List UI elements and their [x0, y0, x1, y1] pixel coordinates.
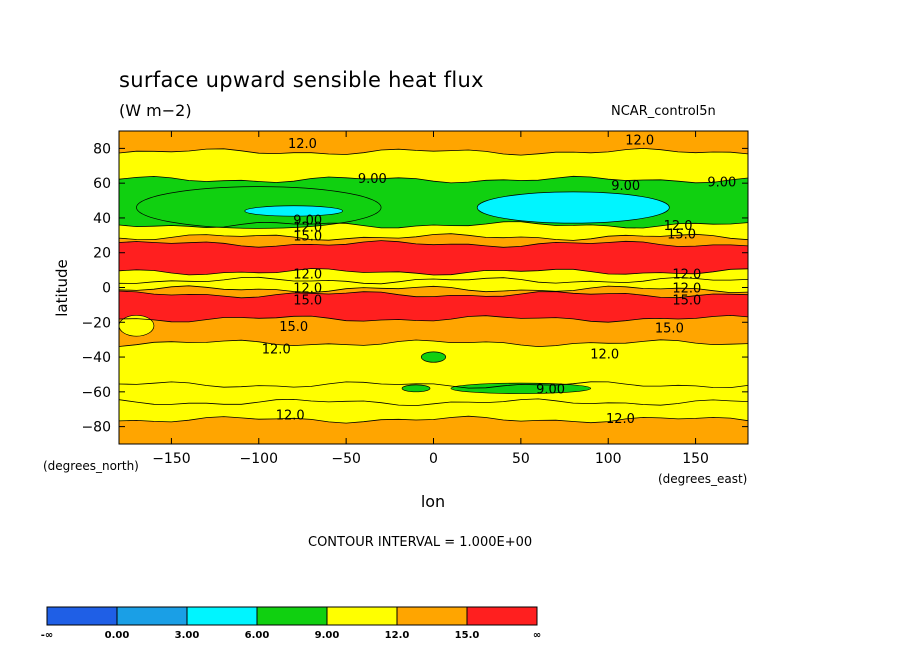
axes: −150 −100 −50 0 50 100 150 80 60 40 20 0 −20 −40 −60 −8… — [81, 130, 749, 467]
contour-line — [119, 240, 748, 248]
contour-line — [119, 285, 748, 294]
y-tick-label: −40 — [81, 350, 111, 366]
plot-region: 12.0 12.09.00 9.00 9.009.0012.015.012.015.0… — [119, 131, 748, 444]
chart-title: surface upward sensible heat flux — [119, 68, 484, 92]
y-tick-label: −20 — [81, 315, 111, 331]
flux-patch — [244, 205, 343, 217]
latitude-band — [119, 148, 748, 183]
x-tick-label: 50 — [512, 451, 530, 467]
contour-line — [119, 398, 748, 407]
flux-patch — [420, 351, 447, 363]
colorbar-swatch — [186, 606, 258, 626]
y-axis-unit: (degrees_north) — [43, 459, 139, 473]
contour-label: 12.0 — [276, 408, 305, 423]
contour-label: 12.0 — [672, 268, 701, 283]
contour-line — [119, 314, 748, 323]
contour-line — [119, 268, 748, 276]
latitude-band — [119, 291, 748, 323]
colorbar-label: -∞ — [41, 630, 53, 641]
contour-line — [119, 381, 748, 389]
contour-line — [119, 339, 748, 348]
contour-label: 9.00 — [536, 382, 565, 397]
colorbar-label: 9.00 — [315, 630, 340, 641]
field-layer: 12.0 12.09.00 9.00 9.009.0012.015.012.015.0… — [119, 131, 748, 444]
contour-label: 9.00 — [707, 175, 736, 190]
x-axis-label: lon — [420, 492, 446, 511]
colorbar-label: ∞ — [533, 630, 541, 641]
contour-label: 12.0 — [293, 268, 322, 283]
x-tick-label: −150 — [152, 451, 190, 467]
contour-label: 9.00 — [293, 214, 322, 229]
latitude-band — [119, 398, 748, 424]
latitude-band — [119, 416, 748, 444]
y-tick-label: 20 — [93, 246, 111, 262]
y-tick-label: −80 — [81, 420, 111, 436]
contour-label: 12.0 — [672, 282, 701, 297]
latitude-band — [119, 285, 748, 298]
contour-line — [119, 415, 748, 424]
dataset-label: NCAR_control5n — [611, 104, 716, 119]
x-tick-label: −50 — [331, 451, 361, 467]
latitude-band — [119, 233, 748, 248]
contour-label: 15.0 — [667, 228, 696, 243]
contour-label: 15.0 — [293, 294, 322, 309]
contour-label: 12.0 — [262, 342, 291, 357]
contour-label: 9.00 — [358, 172, 387, 187]
y-tick-label: −60 — [81, 385, 111, 401]
colorbar: -∞ 0.00 3.00 6.00 9.00 12.0 15.0 ∞ — [41, 606, 541, 641]
latitude-band — [119, 315, 748, 347]
contour-label: 12.0 — [625, 134, 654, 149]
x-tick-label: −100 — [240, 451, 278, 467]
y-tick-label: 0 — [102, 281, 111, 297]
contour-line — [119, 233, 748, 241]
contour-interval-label: CONTOUR INTERVAL = 1.000E+00 — [308, 535, 533, 550]
contour-label: 12.0 — [606, 412, 635, 427]
contour-label: 12.0 — [293, 282, 322, 297]
contour-line — [119, 147, 748, 156]
colorbar-swatch — [46, 606, 118, 626]
colorbar-swatch — [466, 606, 538, 626]
y-tick-label: 80 — [93, 141, 111, 157]
y-tick-label: 60 — [93, 176, 111, 192]
contour-label: 12.0 — [664, 219, 693, 234]
colorbar-label: 6.00 — [245, 630, 270, 641]
colorbar-swatch — [396, 606, 468, 626]
colorbar-label: 0.00 — [105, 630, 130, 641]
latitude-band — [119, 240, 748, 275]
contour-label: 9.00 — [611, 179, 640, 194]
units-label: (W m−2) — [119, 101, 192, 120]
latitude-band — [119, 339, 748, 389]
latitude-band — [119, 131, 748, 156]
contour-label: 12.0 — [288, 137, 317, 152]
contour-label: 12.0 — [293, 221, 322, 236]
colorbar-swatch — [326, 606, 398, 626]
contour-line — [119, 175, 748, 184]
colorbar-swatch — [116, 606, 188, 626]
contour-label: 12.0 — [590, 348, 619, 363]
contour-line — [119, 276, 748, 285]
y-tick-label: 40 — [93, 211, 111, 227]
colorbar-label: 3.00 — [175, 630, 200, 641]
contour-label: 15.0 — [293, 229, 322, 244]
contour-label: 15.0 — [672, 294, 701, 309]
latitude-band — [119, 277, 748, 293]
x-tick-label: 0 — [429, 451, 438, 467]
colorbar-label: 12.0 — [385, 630, 410, 641]
contour-label: 15.0 — [655, 321, 684, 336]
x-axis-unit: (degrees_east) — [658, 472, 748, 486]
flux-patch — [476, 191, 670, 224]
flux-patch — [450, 382, 592, 394]
contour-line — [119, 290, 748, 299]
latitude-band — [119, 268, 748, 284]
contour-label: 15.0 — [279, 320, 308, 335]
colorbar-label: 15.0 — [455, 630, 480, 641]
colorbar-swatch — [256, 606, 328, 626]
contour-line — [119, 221, 748, 229]
x-tick-label: 100 — [595, 451, 622, 467]
x-tick-label: 150 — [682, 451, 709, 467]
flux-patch — [401, 384, 431, 393]
